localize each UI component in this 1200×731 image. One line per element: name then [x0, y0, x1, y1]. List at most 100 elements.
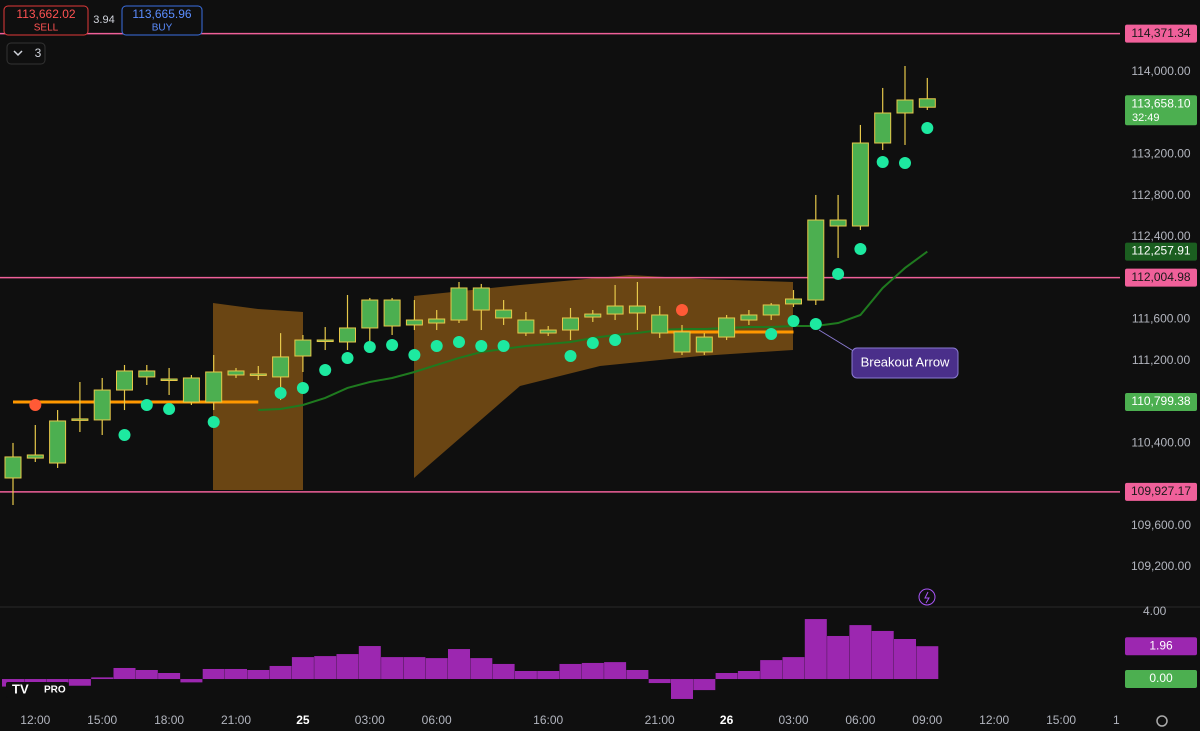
x-tick-label: 03:00: [355, 713, 385, 727]
last-price-label: 113,658.10: [1131, 96, 1190, 110]
signal-dot: [207, 415, 220, 428]
sell-price: 113,662.02: [16, 7, 75, 21]
last-value-label-box: [1125, 637, 1197, 656]
last-price-box: [1125, 95, 1197, 126]
settings-icon[interactable]: [1156, 715, 1168, 727]
indicator-count: 3: [35, 46, 42, 60]
signal-dot: [430, 340, 443, 353]
volume-bar: [470, 658, 493, 680]
x-tick-label: 26: [720, 713, 734, 727]
candle-body: [26, 454, 44, 459]
candle-body: [495, 309, 513, 319]
candle-body: [294, 339, 312, 357]
chevron-icon: [13, 50, 23, 57]
signal-dot: [274, 387, 287, 400]
sell-button[interactable]: [3, 5, 89, 36]
indicator-toggle[interactable]: [6, 42, 46, 65]
candle-body: [896, 99, 914, 114]
signal-dot: [140, 398, 153, 411]
signal-dot: [832, 267, 845, 280]
volume-bar: [760, 660, 783, 680]
signal-dot: [921, 121, 934, 134]
y-tick-label: 112,800.00: [1131, 188, 1190, 202]
x-tick-label: 21:00: [221, 713, 251, 727]
signal-dot: [319, 364, 332, 377]
candle-body: [182, 377, 200, 403]
alert-icon[interactable]: [918, 588, 936, 606]
level-label: 114,371.34: [1131, 26, 1190, 40]
x-tick-label: 15:00: [1046, 713, 1076, 727]
candle-body: [428, 318, 446, 324]
volume-bar: [247, 669, 270, 680]
signal-dot: [609, 334, 622, 347]
candle-body: [472, 287, 490, 311]
y-tick-label-box: [1125, 670, 1197, 689]
candle-body: [116, 370, 133, 391]
signal-dot: [363, 341, 376, 354]
volume-bar: [514, 670, 537, 680]
y-tick-label: 110,400.00: [1131, 435, 1190, 449]
signal-dot: [787, 314, 800, 327]
candle-body: [49, 420, 67, 464]
signal-dot: [386, 338, 399, 351]
signal-dot-red: [676, 304, 688, 317]
y-tick-label: 109,200.00: [1131, 559, 1191, 573]
signal-dot: [586, 337, 599, 350]
candle-body: [361, 299, 379, 329]
volume-bar: [403, 657, 426, 680]
x-tick-label: 12:00: [979, 713, 1009, 727]
sell-label: SELL: [34, 23, 59, 34]
volume-bar: [804, 619, 827, 680]
session-label: 110,799.38: [1131, 394, 1190, 408]
countdown: 32:49: [1132, 112, 1160, 124]
candle-body: [718, 317, 736, 338]
axes: 114,000.00 113,200.00 112,800.00 112,400.00…: [1125, 24, 1197, 689]
buy-label: BUY: [152, 23, 173, 34]
zone: [414, 275, 793, 478]
candle-body: [339, 327, 356, 343]
candle-body: [160, 378, 178, 382]
x-tick-label: 06:00: [845, 713, 875, 727]
candle-body: [628, 305, 646, 314]
volume-bar: [559, 663, 582, 680]
x-tick-label: 09:00: [912, 713, 942, 727]
candle-body: [4, 456, 22, 479]
volume-bar: [849, 625, 872, 680]
volume-bar: [581, 662, 604, 680]
volume-bar: [24, 679, 47, 685]
level-label-box: [1125, 24, 1197, 43]
spread: 3.94: [93, 14, 114, 26]
signal-dot: [497, 340, 510, 353]
volume-bar: [693, 679, 716, 691]
x-tick-label: 15:00: [87, 713, 117, 727]
volume-bar: [448, 649, 470, 680]
logo: [6, 682, 68, 698]
volume-bar: [916, 646, 939, 680]
buy-button[interactable]: [121, 5, 203, 36]
x-tick-label: 18:00: [154, 713, 184, 727]
candle-body: [93, 389, 111, 421]
volume-bar: [113, 667, 136, 680]
candle-body: [405, 319, 423, 326]
volume-pane: [2, 619, 939, 699]
alert-bolt: [924, 591, 930, 604]
level-label-box: [1125, 268, 1197, 287]
volume-bar: [537, 670, 560, 680]
volume-bar: [225, 668, 247, 680]
ma-label-box: [1125, 242, 1197, 261]
volume-bar: [180, 679, 203, 683]
callout-box: [851, 347, 959, 379]
candle-body: [785, 298, 802, 305]
candle-body: [606, 305, 624, 315]
volume-bar: [604, 662, 627, 680]
candle-body: [807, 219, 825, 301]
x-tick-label: 18:00: [1113, 713, 1143, 727]
session-label-box: [1125, 392, 1197, 411]
volume-bar: [715, 673, 738, 680]
candle-body: [695, 336, 713, 353]
y-tick-label: 114,000.00: [1131, 64, 1190, 78]
volume-bar: [648, 679, 671, 684]
x-tick-label: 16:00: [533, 713, 563, 727]
callout-line: [818, 329, 856, 353]
x-tick-label: 03:00: [778, 713, 808, 727]
